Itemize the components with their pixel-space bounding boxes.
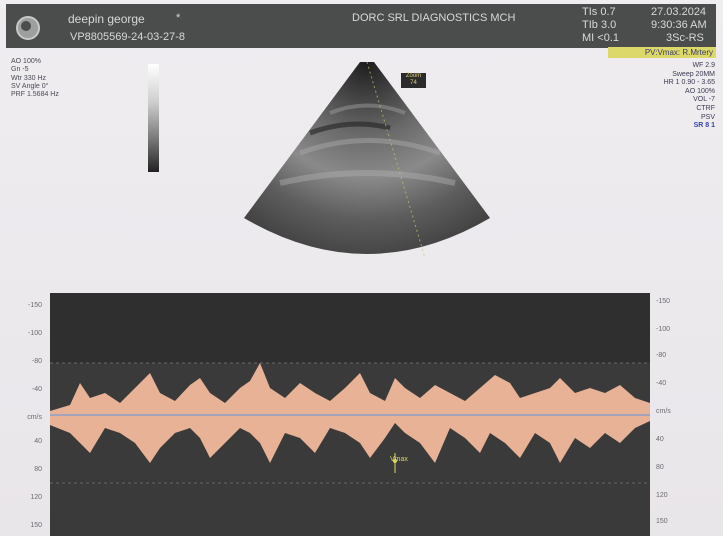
right-info-line: HR 1 0.90 - 3.65 <box>663 79 715 87</box>
scale-tick-label: -150 <box>27 302 42 309</box>
scale-tick-label: -40 <box>656 380 667 387</box>
mode-badge: PV:Vmax: R.Mrtery <box>608 47 716 58</box>
scale-tick-label: 150 <box>30 522 42 529</box>
left-info-line: Gn -5 <box>11 66 29 74</box>
left-info-line: PRF 1.5684 Hz <box>11 91 59 99</box>
scale-tick-label: 120 <box>656 492 668 499</box>
right-info-line: Sweep 20MM <box>672 70 715 78</box>
right-info-panel: WF 2.9 Sweep 20MM HR 1 0.90 - 3.65 AO 10… <box>664 62 715 131</box>
scale-tick-label: -80 <box>31 358 42 365</box>
header-bar: deepin george * VP8805569-24-03-27-8 DOR… <box>6 4 716 48</box>
left-info-line: Wtr 330 Hz <box>11 74 47 82</box>
probe-name: 3Sc-RS <box>666 32 704 44</box>
right-info-line: CTRF <box>696 104 715 112</box>
zoom-tag-label: Zoom <box>405 73 422 79</box>
scale-tick-label: cm/s <box>656 408 671 415</box>
scale-tick-label: 80 <box>34 466 42 473</box>
vmax-cursor-label: Vmax <box>390 456 408 463</box>
scale-tick-label: -150 <box>656 298 671 305</box>
facility-name: DORC SRL DIAGNOSTICS MCH <box>352 12 516 24</box>
tis-value: TIs 0.7 <box>582 6 616 18</box>
scale-tick-label: 40 <box>656 436 664 443</box>
left-info-panel: AO 100% Gn -5 Wtr 330 Hz SV Angle 0° PRF… <box>11 58 59 99</box>
scale-tick-label: 80 <box>656 464 664 471</box>
logo-icon <box>12 12 46 42</box>
patient-id: VP8805569-24-03-27-8 <box>70 31 185 43</box>
exam-date: 27.03.2024 <box>651 6 707 18</box>
right-info-line: WF 2.9 <box>692 62 715 69</box>
patient-star: * <box>176 12 181 24</box>
scale-tick-label: -100 <box>656 326 671 333</box>
tib-value: TIb 3.0 <box>582 19 617 31</box>
scale-tick-label: 40 <box>34 438 42 445</box>
right-info-line: AO 100% <box>685 87 715 95</box>
grayscale-bar <box>148 64 159 172</box>
left-info-line: SV Angle 0° <box>11 82 49 90</box>
left-info-line: AO 100% <box>11 58 41 65</box>
bmode-sector-image <box>244 61 490 259</box>
patient-name: deepin george <box>68 12 145 26</box>
scale-tick-label: 150 <box>656 518 668 525</box>
scale-tick-label: -100 <box>27 330 42 337</box>
right-info-line: VOL -7 <box>693 96 715 104</box>
right-info-line: SR 8 1 <box>693 122 715 130</box>
doppler-waveform <box>50 293 650 536</box>
zoom-tag: Zoom 74 <box>401 73 426 88</box>
mi-value: MI <0.1 <box>582 32 619 44</box>
scale-tick-label: 120 <box>30 494 42 501</box>
right-info-line: PSV <box>700 113 715 121</box>
scale-tick-label: -80 <box>656 352 667 359</box>
scale-tick-label: cm/s <box>27 414 42 421</box>
exam-time: 9:30:36 AM <box>651 19 707 31</box>
zoom-tag-value: 74 <box>410 80 417 86</box>
doppler-spectrum-panel <box>50 293 650 536</box>
scale-tick-label: -40 <box>31 386 42 393</box>
